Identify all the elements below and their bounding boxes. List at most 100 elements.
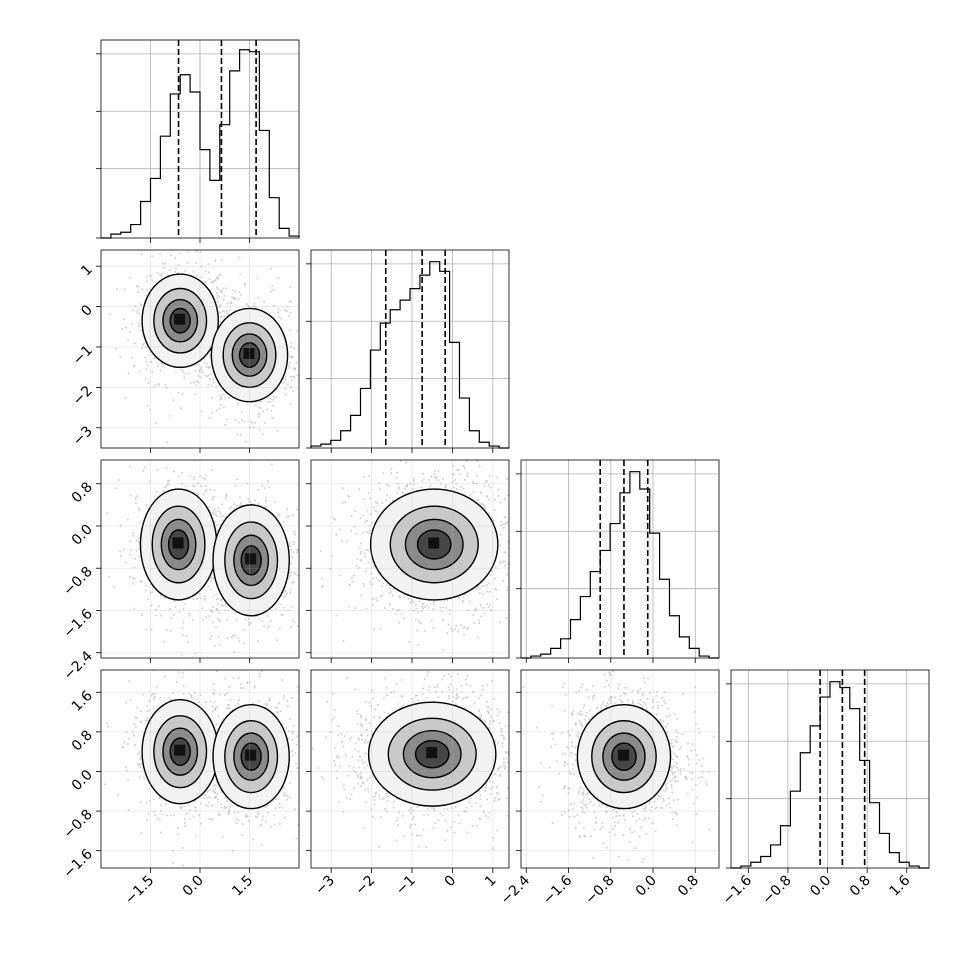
x-tick-label: −1: [393, 873, 419, 899]
y-tick-label: 1.6: [69, 688, 96, 715]
scatter-panel-3-0: [96, 669, 300, 873]
contour: [224, 720, 279, 794]
panel-content: [103, 670, 299, 867]
panel-content: [319, 460, 509, 651]
y-tick-label: −1: [70, 342, 96, 368]
contour: [212, 504, 290, 617]
x-tick-label: −0.8: [582, 873, 617, 908]
contour: [387, 717, 477, 791]
contour: [416, 529, 452, 560]
histogram-step: [101, 49, 300, 239]
x-tick-label: −2: [353, 873, 379, 899]
y-tick-label: −3: [70, 423, 96, 449]
contour: [169, 737, 191, 766]
y-tick-label: −2.4: [60, 648, 95, 683]
panel-frame: [100, 669, 300, 869]
density-peak: [426, 747, 438, 759]
y-tick-label: −1.6: [60, 846, 95, 881]
contour: [210, 307, 289, 403]
panel-frame: [310, 249, 510, 449]
panel-frame: [100, 39, 300, 239]
hist-panel-2: [516, 459, 720, 663]
x-tick-label: 0: [442, 873, 460, 891]
contour: [153, 715, 208, 789]
scatter-panel-3-2: [516, 669, 720, 873]
contour: [224, 521, 279, 600]
contour: [160, 518, 197, 571]
density-peak: [245, 749, 257, 761]
contour: [576, 703, 672, 810]
x-tick-label: 0.0: [807, 873, 834, 900]
contour: [602, 732, 646, 781]
panel-frame: [100, 249, 300, 449]
hist-panel-3: [726, 669, 930, 873]
x-tick-label: −1.5: [122, 873, 157, 908]
panel-content: [522, 670, 715, 863]
contour: [389, 505, 479, 584]
histogram-step: [731, 681, 929, 869]
panel-frame: [730, 669, 930, 869]
histogram-step: [521, 471, 719, 659]
hist-panel-1: [306, 249, 510, 453]
contour: [153, 287, 208, 354]
panel-frame: [520, 459, 720, 659]
contour: [162, 298, 199, 343]
contour: [222, 322, 277, 388]
histogram-step: [310, 261, 509, 449]
x-tick-label: −3: [312, 873, 338, 899]
y-tick-label: 0: [78, 302, 96, 320]
y-tick-label: 0.8: [69, 479, 96, 506]
contour: [402, 729, 462, 779]
x-tick-label: −0.8: [759, 873, 794, 908]
x-tick-label: 0.0: [633, 873, 660, 900]
panel-content: [109, 250, 299, 443]
contour: [167, 529, 190, 560]
density-peak: [617, 749, 629, 761]
x-tick-label: −1.6: [540, 872, 575, 907]
scatter-panel-3-1: [306, 669, 510, 873]
panel-frame: [100, 459, 300, 659]
contour: [162, 727, 199, 776]
contour: [591, 720, 657, 794]
contour: [611, 742, 637, 771]
panel-content: [106, 460, 299, 656]
panel-frame: [520, 669, 720, 869]
contour: [212, 703, 290, 810]
panel-content: [312, 670, 509, 850]
x-tick-label: 1.5: [229, 873, 256, 900]
contour: [404, 518, 464, 571]
scatter-panel-2-0: [96, 459, 300, 663]
x-tick-label: −1.6: [720, 872, 755, 907]
scatter-panel-2-1: [306, 459, 510, 663]
contour: [240, 545, 262, 576]
contour: [238, 342, 261, 368]
contour: [151, 505, 206, 584]
contour: [141, 273, 220, 369]
x-tick-label: 1: [482, 873, 500, 891]
contour: [240, 742, 262, 771]
x-tick-label: 1.6: [886, 872, 913, 899]
y-tick-label: 0.8: [69, 727, 96, 754]
x-tick-label: 0.8: [847, 873, 874, 900]
contour: [367, 701, 497, 807]
y-tick-label: −2: [70, 383, 96, 409]
y-tick-label: −0.8: [60, 564, 95, 599]
contour: [369, 488, 499, 601]
x-tick-label: 0.0: [180, 873, 207, 900]
y-tick-label: −1.6: [60, 606, 95, 641]
density-peak: [428, 537, 440, 549]
density-peak: [243, 348, 255, 360]
y-tick-label: −0.8: [60, 807, 95, 842]
panel-frame: [310, 459, 510, 659]
x-tick-label: −2.4: [498, 872, 533, 907]
density-peak: [245, 553, 257, 565]
density-peak: [172, 537, 184, 549]
density-peak: [174, 313, 186, 325]
contour: [233, 732, 270, 781]
contour: [414, 739, 450, 769]
contour: [231, 333, 268, 377]
panel-frame: [310, 669, 510, 869]
density-peak: [174, 744, 186, 756]
x-tick-label: 0.8: [675, 873, 702, 900]
